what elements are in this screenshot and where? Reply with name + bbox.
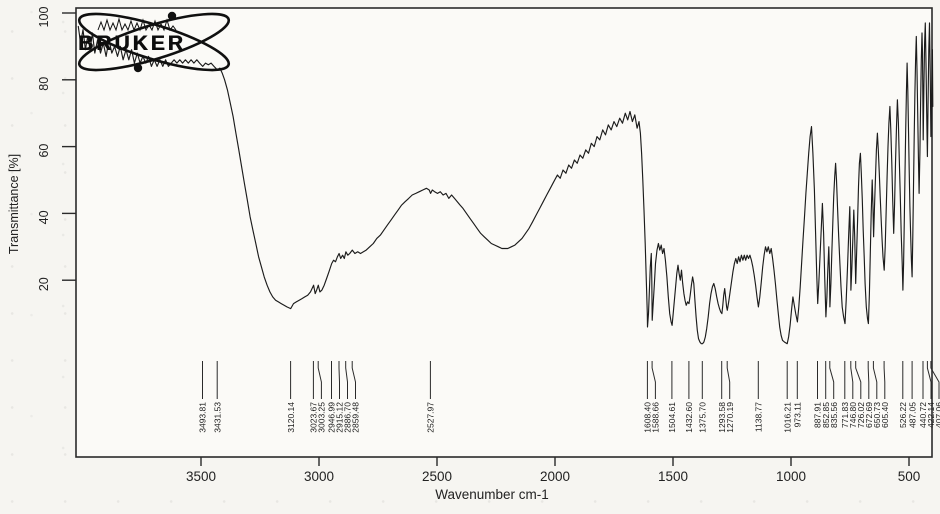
y-tick-label: 100 (37, 7, 51, 28)
x-tick-label: 1500 (658, 469, 688, 484)
x-axis-title: Wavenumber cm-1 (435, 487, 549, 502)
x-tick-label: 500 (898, 469, 921, 484)
peak-label: 440.72 (918, 402, 928, 428)
bruker-logo: BRUKER (68, 8, 240, 78)
peak-label: 672.69 (864, 402, 874, 428)
peak-marker (351, 361, 356, 399)
peak-label: 887.91 (813, 402, 823, 428)
y-tick-label: 40 (37, 210, 51, 224)
peak-label: 835.56 (829, 402, 839, 428)
peak-marker (317, 361, 322, 399)
y-tick-label: 80 (37, 77, 51, 91)
peak-label: 852.85 (821, 402, 831, 428)
bruker-logo-text: BRUKER (78, 32, 186, 55)
peak-label: 1293.58 (717, 402, 727, 433)
x-tick-label: 2000 (540, 469, 570, 484)
peak-marker (872, 361, 878, 399)
y-axis-ticks: 20 40 60 80 100 (37, 7, 76, 291)
peak-marker (829, 361, 835, 399)
peak-label: 526.22 (898, 402, 908, 428)
peak-label: 1138.77 (754, 402, 764, 432)
peak-label: 650.73 (872, 402, 882, 428)
peak-label: 422.14 (926, 402, 936, 428)
peak-label: 1432.60 (684, 402, 694, 433)
peak-label: 407.06 (934, 402, 940, 428)
peak-label: 1608.40 (643, 402, 653, 433)
peak-label: 3493.81 (198, 402, 208, 433)
peak-label: 2859.48 (351, 402, 361, 433)
x-tick-label: 3000 (304, 469, 334, 484)
peak-label: 2527.97 (426, 402, 436, 433)
y-tick-label: 20 (37, 277, 51, 291)
peak-label: 2915.12 (335, 402, 345, 433)
peak-marker (926, 361, 932, 399)
peak-label: 746.80 (848, 402, 858, 428)
peak-label: 3003.25 (317, 402, 327, 433)
peak-marker (651, 361, 656, 399)
peak-marker (867, 361, 870, 399)
peak-label: 973.11 (793, 402, 803, 428)
peak-marker (930, 361, 940, 399)
bruker-swirl-icon (77, 11, 231, 73)
peak-marker (345, 361, 348, 399)
peak-label: 1375.70 (698, 402, 708, 433)
spectrum-curve (77, 22, 934, 345)
peak-label: 1016.21 (782, 402, 792, 433)
y-tick-label: 60 (37, 144, 51, 158)
peak-label: 726.02 (856, 402, 866, 428)
x-tick-label: 3500 (186, 469, 216, 484)
peak-marker (726, 361, 731, 399)
peak-label: 2886.70 (343, 402, 353, 433)
peak-label: 1588.66 (651, 402, 661, 433)
peak-marker (883, 361, 886, 399)
peak-label: 771.83 (840, 402, 850, 428)
peak-label: 1504.61 (667, 402, 677, 433)
x-tick-label: 1000 (776, 469, 806, 484)
peak-label: 3120.14 (286, 402, 296, 433)
x-tick-label: 2500 (422, 469, 452, 484)
peak-label: 1270.19 (725, 402, 735, 433)
peak-marker (855, 361, 862, 399)
peak-marker (850, 361, 854, 399)
peak-label: 487.05 (907, 402, 917, 428)
peak-label: 605.40 (880, 402, 890, 428)
peak-label: 2946.99 (327, 402, 337, 433)
peak-label: 3431.53 (212, 402, 222, 433)
x-axis-ticks: 3500 3000 2500 2000 1500 1000 500 (186, 457, 920, 484)
peak-label: 3023.67 (309, 402, 319, 433)
y-axis-title: Transmittance [%] (7, 153, 21, 255)
plot-frame (75, 7, 933, 458)
peak-marker (338, 361, 340, 399)
